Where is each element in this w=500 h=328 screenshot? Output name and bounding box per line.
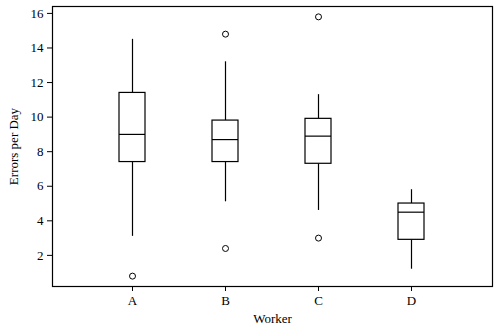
- svg-text:B: B: [221, 293, 230, 308]
- svg-text:4: 4: [37, 213, 44, 228]
- svg-text:C: C: [314, 293, 323, 308]
- svg-text:6: 6: [37, 178, 44, 193]
- svg-text:8: 8: [37, 144, 44, 159]
- svg-text:A: A: [128, 293, 138, 308]
- svg-text:Errors per Day: Errors per Day: [6, 107, 21, 185]
- svg-text:2: 2: [37, 248, 44, 263]
- svg-text:12: 12: [31, 75, 44, 90]
- svg-text:Worker: Worker: [253, 311, 292, 326]
- svg-text:10: 10: [31, 109, 44, 124]
- svg-text:14: 14: [31, 40, 45, 55]
- svg-text:D: D: [407, 293, 416, 308]
- svg-text:16: 16: [31, 6, 45, 21]
